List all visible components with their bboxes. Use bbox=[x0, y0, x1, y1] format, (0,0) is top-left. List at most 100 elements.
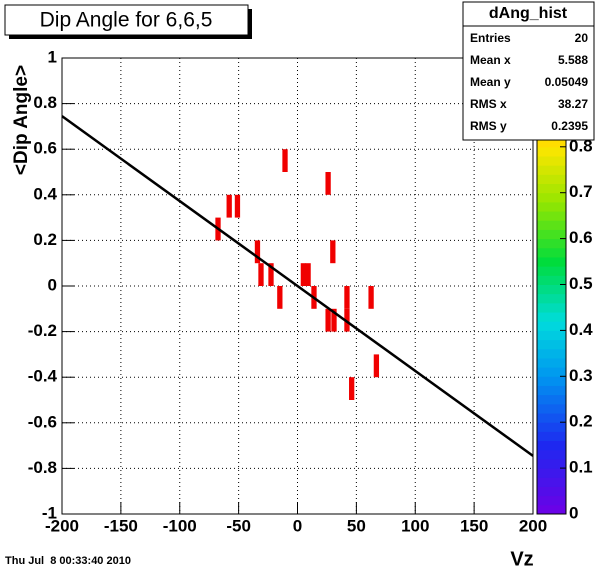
palette-step bbox=[537, 284, 566, 295]
palette-step bbox=[537, 458, 566, 469]
cell bbox=[331, 308, 337, 332]
palette-step bbox=[537, 440, 566, 451]
z-tick-label: 0.8 bbox=[569, 136, 593, 155]
palette-step bbox=[537, 348, 566, 359]
stats-frame bbox=[462, 1, 595, 141]
cell bbox=[325, 308, 331, 332]
stats-value: 5.588 bbox=[558, 53, 588, 67]
stats-value: 38.27 bbox=[558, 97, 588, 111]
palette-step bbox=[537, 155, 566, 166]
palette-step bbox=[537, 431, 566, 442]
x-tick-label: 200 bbox=[519, 516, 547, 535]
y-axis-label: <Dip Angle> bbox=[11, 65, 32, 175]
palette-step bbox=[537, 266, 566, 276]
y-tick-label: 0.6 bbox=[33, 139, 57, 158]
palette-step bbox=[537, 302, 566, 313]
title-box bbox=[4, 4, 249, 36]
x-tick-label: 50 bbox=[347, 516, 366, 535]
palette-step bbox=[537, 220, 566, 230]
stats-value: 20 bbox=[575, 31, 589, 45]
frame bbox=[61, 57, 534, 515]
palette-step bbox=[537, 247, 566, 258]
z-tick-label: 0.4 bbox=[569, 320, 593, 339]
palette-step bbox=[537, 137, 566, 148]
y-tick-label: 0.8 bbox=[33, 93, 57, 112]
cell bbox=[282, 149, 288, 172]
z-tick-label: 0.7 bbox=[569, 182, 593, 201]
palette-step bbox=[537, 394, 566, 405]
z-tick-label: 0.2 bbox=[569, 412, 593, 431]
y-tick-label: 0.2 bbox=[33, 230, 57, 249]
chart-title: Dip Angle for 6,6,5 bbox=[40, 9, 213, 32]
y-tick-label: -1 bbox=[42, 503, 57, 522]
palette-step bbox=[537, 403, 566, 414]
z-tick-label: 0 bbox=[569, 503, 578, 522]
palette-step bbox=[537, 495, 566, 506]
palette-step bbox=[537, 256, 566, 267]
cell bbox=[368, 286, 374, 309]
palette-step bbox=[537, 229, 566, 240]
y-tick-label: -0.8 bbox=[28, 458, 57, 477]
palette-step bbox=[537, 357, 566, 368]
stats-value: 0.05049 bbox=[545, 75, 589, 89]
y-tick-label: -0.2 bbox=[28, 321, 57, 340]
y-tick-label: 1 bbox=[48, 47, 57, 66]
palette-step bbox=[537, 293, 566, 304]
stats-label: Entries bbox=[470, 31, 511, 45]
cell bbox=[234, 194, 241, 218]
z-tick-label: 0.3 bbox=[569, 366, 593, 385]
palette-step bbox=[537, 413, 566, 423]
palette-step bbox=[537, 174, 566, 185]
y-tick-label: -0.4 bbox=[28, 367, 58, 386]
palette-step bbox=[537, 321, 566, 331]
palette-step bbox=[537, 146, 566, 157]
stats-label: RMS y bbox=[470, 119, 507, 133]
z-tick-label: 0.6 bbox=[569, 228, 593, 247]
x-tick-label: -50 bbox=[226, 516, 251, 535]
y-tick-label: 0.4 bbox=[33, 184, 57, 203]
cell bbox=[349, 377, 355, 400]
cell bbox=[305, 263, 311, 286]
palette-step bbox=[537, 449, 566, 460]
palette-step bbox=[537, 183, 566, 194]
x-tick-label: 150 bbox=[460, 516, 488, 535]
cell bbox=[325, 172, 331, 195]
y-tick-label: -0.6 bbox=[28, 412, 57, 431]
cell bbox=[344, 286, 350, 309]
stats-label: Mean y bbox=[470, 75, 511, 89]
palette-step bbox=[537, 312, 566, 322]
plot-area: -200 -150 -100 -50 0 50 100 150 200-1-0.8-0.6-0.… bbox=[28, 1, 595, 535]
palette-step bbox=[537, 192, 566, 203]
z-tick-label: 0.5 bbox=[569, 274, 593, 293]
palette-step bbox=[537, 238, 566, 249]
palette-step bbox=[537, 486, 566, 497]
cell bbox=[258, 263, 264, 286]
palette-step bbox=[537, 504, 566, 515]
stats-label: Mean x bbox=[470, 53, 511, 67]
cell bbox=[300, 263, 307, 286]
y-tick-label: 0 bbox=[48, 275, 57, 294]
fit-line bbox=[61, 115, 534, 457]
cell bbox=[226, 194, 232, 218]
x-tick-label: -100 bbox=[163, 516, 197, 535]
stats-value: 0.2395 bbox=[551, 119, 588, 133]
x-tick-label: 0 bbox=[293, 516, 302, 535]
cell bbox=[268, 263, 274, 286]
x-tick-label: -150 bbox=[104, 516, 138, 535]
x-tick-label: 100 bbox=[401, 516, 429, 535]
x-tick-label: -200 bbox=[45, 516, 79, 535]
stats-label: RMS x bbox=[470, 97, 507, 111]
z-tick-label: 0.1 bbox=[569, 458, 593, 477]
palette-step bbox=[537, 468, 566, 478]
palette-step bbox=[537, 275, 566, 285]
stats-box: dAng_hist Entries 20 Mean x 5.588 Mean y 0.05… bbox=[462, 1, 595, 141]
cell bbox=[277, 286, 283, 309]
x-axis-label: Vz bbox=[510, 548, 533, 570]
palette-step bbox=[537, 376, 566, 386]
timestamp: Thu Jul 8 00:33:40 2010 bbox=[5, 555, 131, 567]
palette-step bbox=[537, 385, 566, 396]
palette-step bbox=[537, 367, 566, 377]
palette-step bbox=[537, 165, 566, 175]
cell bbox=[373, 354, 380, 378]
